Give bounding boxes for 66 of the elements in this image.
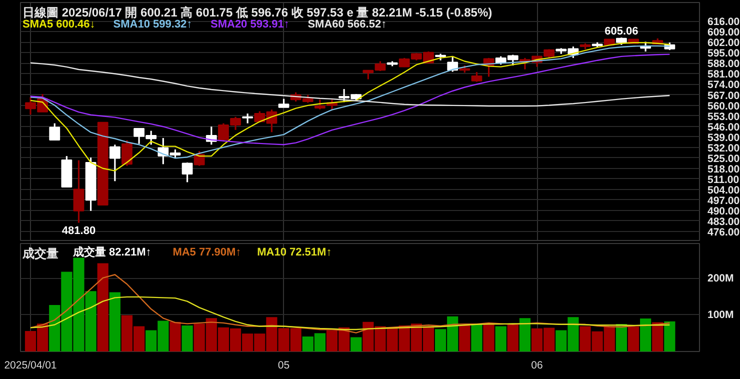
line-series xyxy=(30,296,670,330)
text: MA10 72.51M↑ xyxy=(257,246,332,258)
candlestick xyxy=(194,150,205,167)
annotation: 605.06 xyxy=(604,26,638,38)
y-tick-label: 100M xyxy=(708,308,734,321)
line-series xyxy=(30,274,670,334)
line-series xyxy=(30,54,670,146)
y-tick-label: 539.00 xyxy=(708,132,740,144)
y-tick-label: 483.00 xyxy=(708,216,740,228)
x-tick-label: 06 xyxy=(531,360,544,372)
annotation: 481.80 xyxy=(62,224,96,237)
bar xyxy=(483,324,494,352)
bar xyxy=(652,322,664,352)
bar xyxy=(97,263,108,352)
text: SMA20 593.91↑ xyxy=(210,18,290,30)
y-tick-label: 532.00 xyxy=(708,142,740,154)
candlestick xyxy=(314,98,326,110)
candlestick xyxy=(109,144,120,182)
chart-title: 成交量 xyxy=(22,246,58,260)
y-tick-label: 567.00 xyxy=(708,90,740,102)
text: SMA5 600.46↓ xyxy=(22,18,96,30)
chart-title: 日線圖 2025/06/17 開 600.21 高 601.75 低 596.76 收 597.53 e 量 82.21M -5.15 (-0.85%) xyxy=(22,6,492,20)
bar xyxy=(170,322,181,352)
bar xyxy=(616,324,627,352)
candlestick xyxy=(242,112,254,124)
y-tick-label: 525.00 xyxy=(708,152,740,165)
text: SMA10 599.32↑ xyxy=(113,18,192,30)
bar xyxy=(350,337,362,352)
bar xyxy=(182,326,193,352)
candlestick xyxy=(471,71,482,83)
text: MA5 77.90M↑ xyxy=(172,246,242,258)
y-tick-label: 476.00 xyxy=(708,226,740,238)
bar xyxy=(640,318,652,352)
y-tick-label: 497.00 xyxy=(708,194,740,207)
series-label: 成交量 82.21M↑ xyxy=(72,246,152,258)
bar xyxy=(471,324,482,352)
y-tick-label: 490.00 xyxy=(708,205,740,218)
y-tick-label: 616.00 xyxy=(708,16,740,28)
y-tick-label: 602.00 xyxy=(708,37,740,50)
y-tick-label: 546.00 xyxy=(708,121,740,134)
bar xyxy=(495,326,506,352)
y-tick-label: 595.00 xyxy=(708,48,740,60)
candlestick xyxy=(122,139,132,167)
y-tick-label: 574.00 xyxy=(708,79,740,92)
y-tick-label: 588.00 xyxy=(708,58,740,70)
bar xyxy=(628,326,640,352)
y-tick-label: 518.00 xyxy=(708,163,740,176)
x-tick-label: 05 xyxy=(278,360,290,372)
y-tick-label: 609.00 xyxy=(708,26,740,39)
candlestick xyxy=(73,159,84,224)
line-series xyxy=(30,62,670,107)
y-tick-label: 581.00 xyxy=(708,68,740,81)
bar xyxy=(664,321,676,352)
bar xyxy=(519,318,531,352)
bar xyxy=(459,326,470,352)
candlestick xyxy=(49,122,60,141)
x-tick-label: 2025/04/01 xyxy=(4,360,57,372)
y-tick-label: 511.00 xyxy=(708,174,740,186)
y-tick-label: 504.00 xyxy=(708,184,740,196)
y-tick-label: 553.00 xyxy=(708,110,740,123)
candlestick xyxy=(182,162,193,183)
y-tick-label: 560.00 xyxy=(708,100,740,112)
y-tick-label: 200M xyxy=(708,272,734,284)
bar xyxy=(109,292,120,352)
text: SMA60 566.52↑ xyxy=(308,18,387,30)
bar xyxy=(507,324,518,352)
